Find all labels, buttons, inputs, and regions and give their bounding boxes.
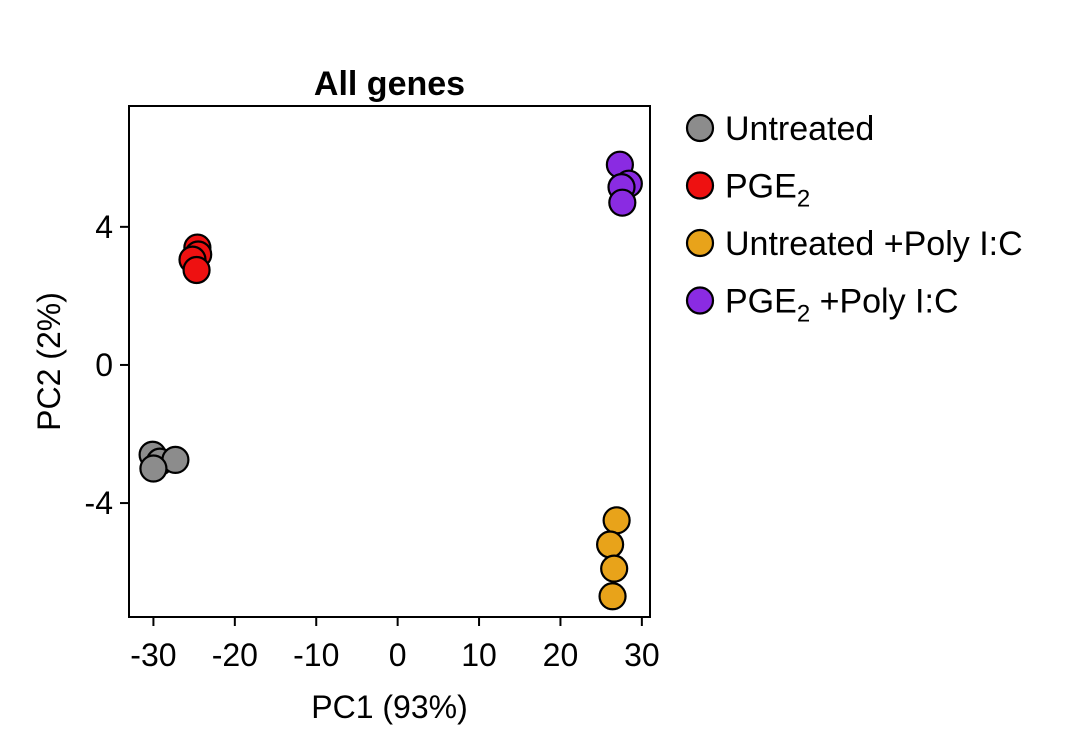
legend-marker — [685, 113, 715, 143]
data-point — [608, 188, 637, 217]
x-axis-label: PC1 (93%) — [311, 689, 468, 725]
data-point — [182, 255, 211, 285]
data-point — [596, 530, 625, 559]
legend-label: PGE2 +Poly I:C — [725, 283, 959, 328]
data-point — [600, 554, 629, 583]
plot-frame — [128, 105, 651, 618]
legend-label: Untreated +Poly I:C — [725, 225, 1023, 263]
legend-marker — [685, 228, 715, 258]
x-tick-label: -30 — [130, 637, 176, 673]
chart-title: All genes — [314, 65, 465, 103]
data-point — [602, 506, 631, 535]
y-tick-label: -4 — [85, 485, 113, 521]
y-tick-label: 0 — [95, 347, 113, 383]
y-axis-ticks: -4 0 4 — [85, 209, 129, 521]
x-axis-ticks: -30 -20 -10 0 10 20 30 — [130, 617, 660, 673]
x-tick-label: 0 — [389, 637, 407, 673]
legend: Untreated PGE2 Untreated +Poly I:C PGE2 +Po… — [685, 110, 1023, 328]
x-tick-label: -10 — [293, 637, 339, 673]
x-tick-label: 20 — [543, 637, 579, 673]
data-point — [139, 454, 168, 483]
data-point — [598, 582, 627, 611]
x-tick-label: -20 — [212, 637, 258, 673]
legend-label: PGE2 — [725, 168, 810, 213]
x-tick-label: 10 — [461, 637, 497, 673]
y-axis-label: PC2 (2%) — [31, 292, 67, 431]
y-tick-label: 4 — [95, 209, 113, 245]
legend-label: Untreated — [725, 110, 874, 148]
legend-marker — [685, 171, 715, 200]
legend-marker — [685, 286, 715, 315]
x-tick-label: 30 — [624, 637, 660, 673]
data-points — [138, 150, 643, 611]
